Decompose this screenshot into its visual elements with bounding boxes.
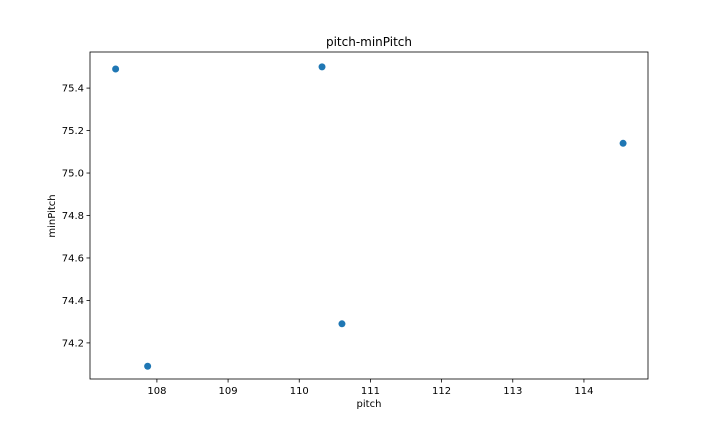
x-axis: 108 109 110 111 112 113 114 [147, 379, 593, 397]
x-tick-label: 113 [503, 386, 522, 397]
x-axis-label: pitch [357, 399, 382, 410]
y-tick-label: 74.6 [62, 253, 84, 264]
y-tick-label: 75.0 [62, 169, 84, 180]
data-point [112, 65, 120, 73]
y-tick-label: 74.4 [62, 296, 84, 307]
x-tick-label: 108 [147, 386, 166, 397]
plot-area [89, 51, 649, 380]
y-tick-label: 74.2 [62, 338, 84, 349]
data-point [338, 320, 346, 328]
chart-title: pitch-minPitch [326, 35, 412, 49]
data-point [619, 139, 627, 147]
data-points [112, 63, 627, 370]
x-tick-label: 114 [574, 386, 593, 397]
y-tick-label: 75.4 [62, 84, 84, 95]
data-point [318, 63, 326, 71]
x-tick-label: 110 [290, 386, 309, 397]
data-point [144, 362, 152, 370]
x-tick-label: 111 [361, 386, 380, 397]
y-axis: 74.2 74.4 74.6 74.8 75.0 75.2 75.4 [62, 84, 90, 349]
y-tick-label: 75.2 [62, 126, 84, 137]
x-tick-label: 109 [219, 386, 238, 397]
y-axis-label: minPitch [47, 194, 58, 237]
y-tick-label: 74.8 [62, 211, 84, 222]
x-tick-label: 112 [432, 386, 451, 397]
